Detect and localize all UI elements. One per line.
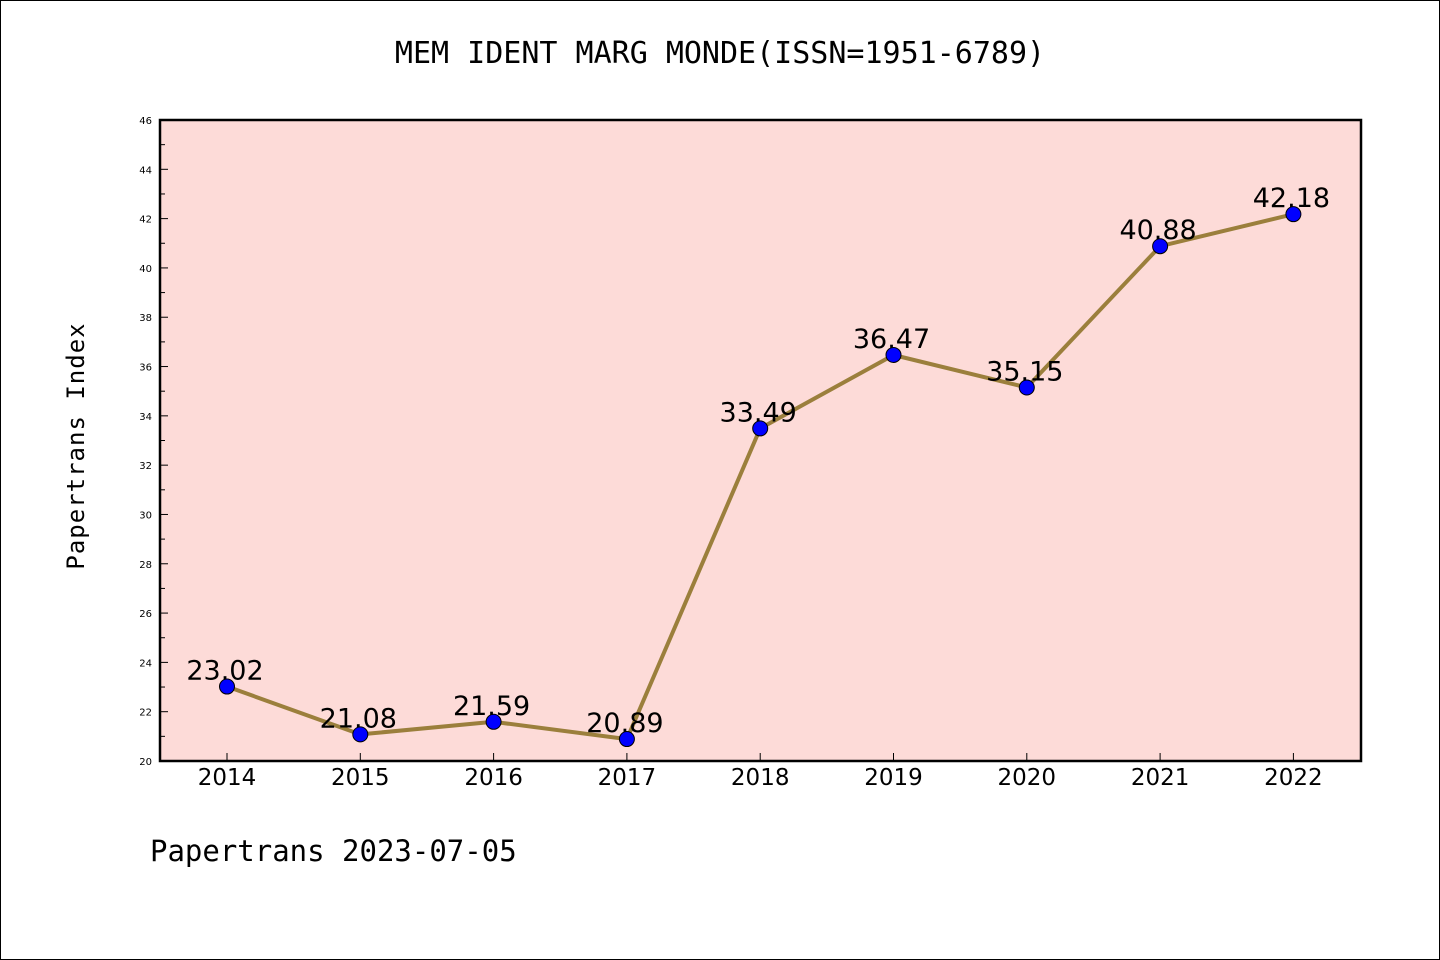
y-tick-label: 42 — [139, 215, 152, 226]
data-point — [219, 678, 235, 695]
data-point — [1152, 238, 1169, 255]
y-tick-label: 22 — [139, 708, 152, 719]
footer-note: Papertrans 2023-07-05 — [150, 834, 517, 868]
x-axis-ticks: 2014 2015 2016 2017 2018 2019 2020 2021 2022 — [198, 753, 1323, 791]
data-label: 42.18 — [1253, 183, 1330, 214]
data-point — [1018, 379, 1035, 396]
data-label: 35.15 — [986, 356, 1063, 387]
x-tick-label: 2017 — [598, 765, 657, 791]
x-tick-label: 2014 — [198, 765, 257, 791]
x-tick-label: 2021 — [1131, 765, 1190, 791]
y-tick-label: 36 — [139, 363, 152, 374]
data-point — [618, 731, 635, 748]
y-tick-label: 40 — [139, 264, 152, 275]
x-tick-label: 2019 — [864, 765, 923, 791]
x-tick-label: 2016 — [464, 765, 523, 791]
data-labels: 23.02 21.08 21.59 20.89 33.49 36.47 35.15 40.88… — [186, 183, 1330, 739]
y-tick-label: 28 — [139, 560, 152, 571]
data-point — [885, 346, 902, 363]
plot-border — [158, 118, 1363, 763]
x-tick-label: 2020 — [998, 765, 1057, 791]
data-label: 40.88 — [1119, 215, 1196, 246]
y-tick-label: 38 — [139, 313, 152, 324]
y-tick-label: 30 — [139, 510, 152, 521]
y-axis-ticks: 20 22 24 26 28 30 32 34 36 38 40 42 44 46 — [139, 116, 168, 768]
x-tick-label: 2018 — [731, 765, 790, 791]
data-label: 20.89 — [586, 708, 663, 739]
y-tick-label: 34 — [139, 412, 152, 423]
data-markers — [219, 206, 1302, 748]
y-tick-label: 24 — [139, 658, 152, 669]
y-tick-label: 26 — [139, 609, 152, 620]
y-tick-label: 20 — [139, 757, 152, 768]
y-tick-label: 32 — [139, 461, 152, 472]
data-label: 36.47 — [853, 324, 930, 355]
data-label: 21.08 — [320, 703, 397, 734]
data-label: 33.49 — [720, 397, 797, 428]
data-point — [1285, 206, 1302, 223]
data-point — [752, 420, 769, 437]
data-point — [485, 713, 502, 730]
y-tick-label: 44 — [139, 165, 152, 176]
chart-title: MEM IDENT MARG MONDE(ISSN=1951-6789) — [394, 36, 1046, 71]
data-label: 21.59 — [453, 691, 530, 722]
plot-area — [160, 120, 1361, 761]
x-tick-label: 2022 — [1264, 765, 1323, 791]
data-label: 23.02 — [186, 656, 263, 687]
data-point — [352, 726, 369, 743]
x-tick-label: 2015 — [331, 765, 390, 791]
y-axis-label: Papertrans Index — [62, 322, 90, 569]
y-tick-label: 46 — [139, 116, 152, 127]
